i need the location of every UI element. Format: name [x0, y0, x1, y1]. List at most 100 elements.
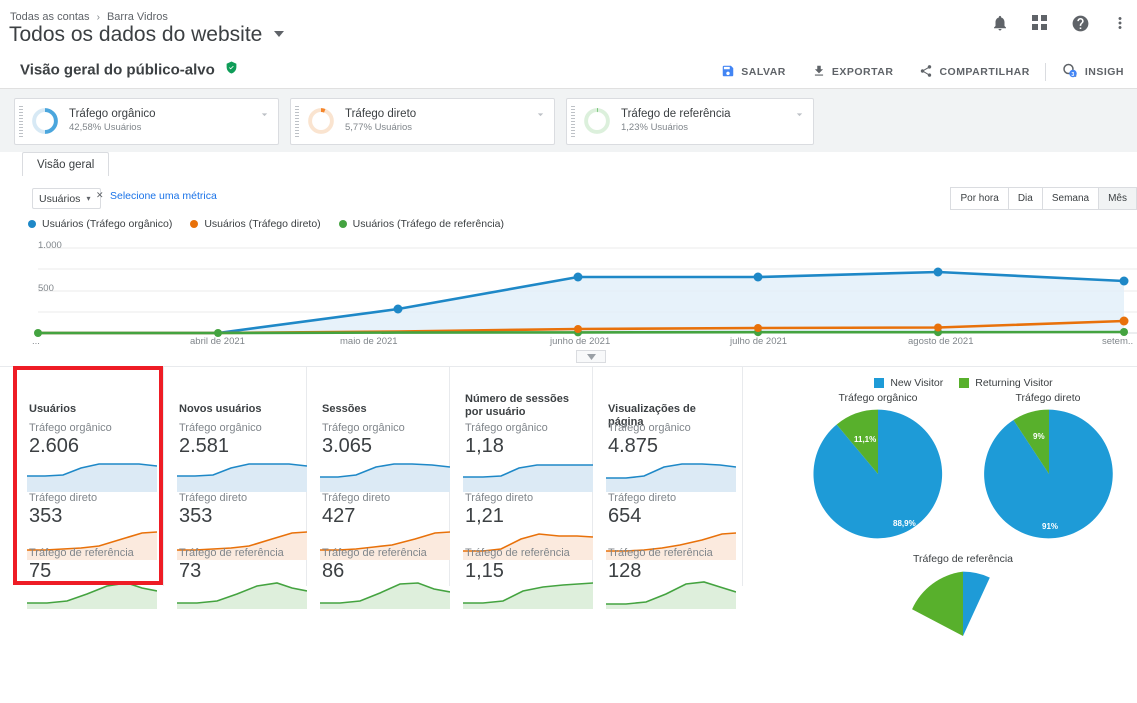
share-icon [919, 64, 933, 81]
sparkline-direto [177, 530, 308, 560]
legend-label: Usuários (Tráfego direto) [204, 218, 321, 230]
segment-sub: 42,58% Usuários [69, 122, 142, 133]
metric-segment-value: 1,21 [465, 505, 504, 527]
sparkline-referencia [27, 579, 158, 609]
share-button[interactable]: COMPARTILHAR [906, 64, 1042, 81]
metric-segment-value: 128 [608, 560, 642, 582]
metric-segment-row: Tráfego direto 353 [29, 492, 159, 528]
segment-texts: Tráfego de referência 1,23% Usuários [621, 108, 731, 133]
metric-card-visualizacoes-de-pagina[interactable]: Visualizações de página Tráfego orgânico… [592, 367, 743, 609]
granularity-por-hora[interactable]: Por hora [950, 187, 1008, 210]
chevron-down-icon[interactable] [534, 108, 547, 121]
drag-handle-icon[interactable] [295, 106, 299, 137]
granularity-mes[interactable]: Mês [1098, 187, 1137, 210]
metric-segment-label: Tráfego direto [29, 492, 98, 504]
chart-legend: Usuários (Tráfego orgânico) Usuários (Tr… [28, 218, 504, 230]
pie-chart-organico[interactable] [811, 407, 945, 541]
export-button[interactable]: EXPORTAR [799, 64, 907, 81]
metric-segment-value: 353 [179, 505, 213, 527]
metric-segment-label: Tráfego orgânico [179, 422, 262, 434]
verified-shield-icon [225, 61, 238, 78]
metric-card-novos-usuarios[interactable]: Novos usuários Tráfego orgânico 2.581 Tr… [163, 367, 308, 609]
report-header: Visão geral do público-alvo SALVAR EXPOR… [0, 52, 1137, 88]
breadcrumb-separator: › [96, 12, 100, 23]
help-icon[interactable] [1069, 12, 1091, 34]
segment-bar: Tráfego orgânico 42,58% Usuários Tráfego… [0, 88, 1137, 229]
metric-segment-row: Tráfego de referência 1,15 [465, 547, 595, 583]
pie-slice-label-returning-organico: 11,1% [854, 435, 877, 444]
metric-segment-label: Tráfego de referência [608, 547, 713, 559]
insights-button[interactable]: 3 INSIGH [1048, 63, 1137, 81]
segment-name: Tráfego de referência [621, 108, 731, 120]
granularity-semana[interactable]: Semana [1041, 187, 1099, 210]
breadcrumb-account-link[interactable]: Todas as contas [10, 11, 90, 23]
legend-dot-icon [28, 220, 36, 228]
legend-item-organico[interactable]: Usuários (Tráfego orgânico) [28, 218, 172, 230]
metric-segment-label: Tráfego orgânico [29, 422, 112, 434]
remove-metric-button[interactable]: ✕ [96, 190, 104, 200]
sparkline-organico [27, 462, 158, 492]
pie-legend-label: Returning Visitor [975, 377, 1053, 389]
metric-segment-value: 2.581 [179, 435, 230, 457]
timeseries-plot[interactable]: 1.000 500 ... abril de 2021 maio de 2021… [0, 236, 1137, 348]
x-tick-0: ... [32, 336, 40, 347]
metric-segment-row: Tráfego de referência 75 [29, 547, 159, 583]
segment-texts: Tráfego direto 5,77% Usuários [345, 108, 416, 133]
legend-item-direto[interactable]: Usuários (Tráfego direto) [190, 218, 321, 230]
metric-segment-label: Tráfego direto [322, 492, 391, 504]
metric-segment-row: Tráfego direto 427 [322, 492, 452, 528]
metric-segment-label: Tráfego de referência [29, 547, 134, 559]
save-button[interactable]: SALVAR [708, 64, 799, 81]
metric-card-title: Novos usuários [179, 403, 262, 415]
metric-segment-label: Tráfego de referência [322, 547, 427, 559]
metric-card-sessoes[interactable]: Sessões Tráfego orgânico 3.065 Tráfego d… [306, 367, 452, 609]
metric-select[interactable]: Usuários ▾ [32, 188, 101, 209]
metric-segment-label: Tráfego orgânico [465, 422, 548, 434]
chart-resize-handle[interactable] [576, 350, 606, 363]
metric-segment-label: Tráfego de referência [465, 547, 570, 559]
breadcrumb-property-link[interactable]: Barra Vidros [106, 11, 168, 23]
chevron-down-icon[interactable] [793, 108, 806, 121]
drag-handle-icon[interactable] [571, 106, 575, 137]
segment-donut-icon [307, 107, 335, 140]
save-label: SALVAR [741, 66, 786, 78]
metric-card-title: Sessões [322, 403, 367, 415]
notifications-icon[interactable] [989, 12, 1011, 34]
x-tick-4: julho de 2021 [730, 336, 788, 347]
pie-chart-direto[interactable] [982, 407, 1116, 541]
more-vert-icon[interactable] [1109, 12, 1131, 34]
segment-name: Tráfego direto [345, 108, 417, 120]
legend-label: Usuários (Tráfego orgânico) [42, 218, 173, 230]
metric-card-sessoes-por-usuario[interactable]: Número de sessões por usuário Tráfego or… [449, 367, 595, 609]
apps-grid-icon[interactable] [1029, 12, 1051, 34]
metric-segment-row: Tráfego orgânico 2.606 [29, 422, 159, 458]
metric-segment-value: 75 [29, 560, 52, 582]
metric-segment-value: 1,15 [465, 560, 504, 582]
pie-legend-item-returning-visitor[interactable]: Returning Visitor [959, 377, 1053, 389]
metric-card-usuarios[interactable]: Usuários Tráfego orgânico 2.606 Tráfego … [13, 367, 164, 609]
pie-chart-referencia[interactable] [896, 569, 1030, 703]
chevron-down-icon[interactable] [258, 108, 271, 121]
metric-segment-row: Tráfego orgânico 4.875 [608, 422, 738, 458]
segment-card-organico[interactable]: Tráfego orgânico 42,58% Usuários [14, 98, 279, 145]
sparkline-referencia [463, 579, 594, 609]
legend-item-referencia[interactable]: Usuários (Tráfego de referência) [338, 218, 504, 230]
granularity-dia[interactable]: Dia [1007, 187, 1042, 210]
property-selector[interactable]: Todos os dados do website [9, 23, 285, 47]
segment-card-referencia[interactable]: Tráfego de referência 1,23% Usuários [566, 98, 814, 145]
pie-legend-item-new-visitor[interactable]: New Visitor [874, 377, 943, 389]
report-actions: SALVAR EXPORTAR COMPARTILHAR 3 [708, 63, 1137, 81]
segment-card-direto[interactable]: Tráfego direto 5,77% Usuários [290, 98, 555, 145]
metric-segment-value: 353 [29, 505, 63, 527]
metric-card-title: Número de sessões por usuário [465, 393, 569, 418]
drag-handle-icon[interactable] [19, 106, 23, 137]
property-title-label: Todos os dados do website [9, 23, 263, 46]
pie-legend: New Visitor Returning Visitor [790, 377, 1137, 389]
metric-segment-value: 86 [322, 560, 345, 582]
metric-segment-value: 3.065 [322, 435, 373, 457]
metric-segment-label: Tráfego de referência [179, 547, 284, 559]
tab-visao-geral[interactable]: Visão geral [22, 152, 110, 177]
metric-segment-row: Tráfego direto 1,21 [465, 492, 595, 528]
select-metric-link[interactable]: Selecione uma métrica [110, 190, 217, 202]
sparkline-referencia [320, 579, 451, 609]
